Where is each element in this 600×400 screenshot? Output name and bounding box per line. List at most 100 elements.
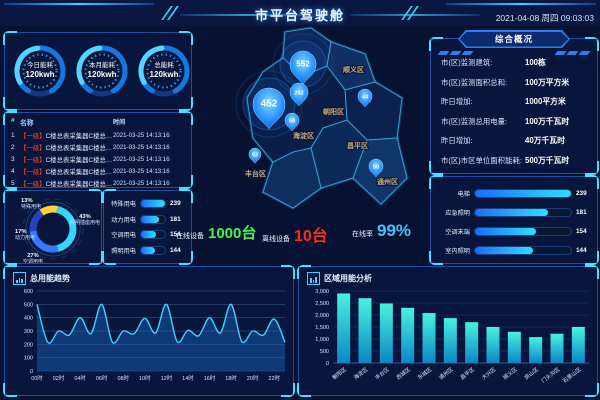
hbar-row: 空调用电 154: [111, 230, 181, 240]
svg-text:27%: 27%: [27, 253, 39, 259]
col-name: 名称: [20, 120, 34, 127]
svg-text:西城区: 西城区: [395, 366, 412, 382]
svg-text:0: 0: [30, 369, 33, 375]
svg-text:昌平区: 昌平区: [459, 366, 476, 382]
svg-text:12时: 12时: [161, 374, 173, 382]
offline-devices-label: 离线设备: [262, 236, 290, 243]
svg-text:大兴区: 大兴区: [480, 365, 498, 382]
svg-text:50: 50: [373, 165, 379, 171]
svg-text:10时: 10时: [139, 374, 151, 382]
map-marker[interactable]: [284, 112, 300, 132]
svg-text:空调用电: 空调用电: [23, 258, 43, 263]
region-bar[interactable]: [550, 333, 564, 363]
region-chart-title-row: 区域用能分析: [299, 267, 597, 285]
overview-decor-ticks: [437, 51, 474, 55]
svg-text:2,000: 2,000: [315, 313, 329, 319]
region-bar[interactable]: [337, 293, 351, 363]
svg-text:200: 200: [24, 342, 33, 348]
alarm-table-header: # 名称 时间: [5, 113, 191, 129]
gauge-1: 本月能耗 120kwh: [75, 44, 129, 98]
overview-row: 市(区)市区单位面积能耗: 500万千瓦时: [441, 155, 570, 165]
alarm-row[interactable]: 1 【一级】C楼总表采集器C楼总表... 2021-03-25 14:13:16: [11, 131, 170, 140]
region-bar[interactable]: [422, 313, 436, 363]
trend-chart-title-row: 总用能趋势: [5, 267, 293, 285]
gauge-value: 120kwh: [25, 70, 55, 80]
svg-text:02时: 02时: [53, 374, 65, 382]
header-decor-line: [350, 14, 480, 16]
map-marker[interactable]: [248, 147, 262, 164]
region-bar[interactable]: [379, 303, 393, 363]
gauge-value: 120kwh: [87, 70, 117, 80]
map-marker[interactable]: [289, 50, 317, 85]
overview-title: 综合概况: [459, 31, 569, 47]
svg-text:452: 452: [261, 99, 278, 110]
header-decor-line: [4, 3, 154, 5]
pie-label: 17%动力用电: [15, 229, 35, 241]
svg-text:300: 300: [24, 329, 33, 335]
svg-text:0: 0: [326, 361, 329, 367]
overview-rows: 市(区)监测建筑: 100栋 市(区)监测面积总和: 100万平方米 昨日增加: 1000…: [431, 39, 597, 170]
svg-text:08时: 08时: [117, 374, 129, 382]
offline-devices-stat: 离线设备 10台: [262, 222, 328, 246]
overview-panel: 综合概况 市(区)监测建筑: 100栋 市(区)监测面积总和: 100万平方米 昨日增加…: [429, 30, 599, 175]
region-bar[interactable]: [486, 327, 500, 363]
online-rate-stat: 在线率 99%: [352, 221, 411, 241]
svg-text:00时: 00时: [31, 374, 43, 382]
svg-text:通州区: 通州区: [437, 365, 455, 382]
svg-text:动力用电: 动力用电: [15, 234, 35, 241]
map-marker[interactable]: [289, 82, 309, 107]
svg-text:22时: 22时: [268, 374, 280, 382]
alarm-rows: 1 【一级】C楼总表采集器C楼总表... 2021-03-25 14:13:16 2 【…: [5, 129, 191, 190]
svg-text:石景山区: 石景山区: [561, 365, 583, 385]
map-marker[interactable]: [368, 158, 384, 178]
hbar-row: 电梯 239: [457, 189, 587, 198]
svg-text:16时: 16时: [204, 374, 216, 382]
header-bar: 市平台驾驶舱 2021-04-08 周四 09:03:03: [0, 0, 600, 26]
right-bar-list: 电梯 239 应急照明 181 空调末端 154 室内照明 144: [431, 177, 597, 260]
online-devices-value: 1000台: [208, 225, 257, 242]
svg-text:500: 500: [24, 302, 33, 308]
svg-text:44: 44: [362, 95, 369, 101]
map-marker[interactable]: [357, 88, 373, 108]
alarm-row[interactable]: 5 【一级】C楼总表采集器C楼总表... 2021-03-25 14:13:16: [11, 180, 170, 189]
svg-text:53: 53: [252, 153, 258, 159]
map-district-label: 昌平区: [347, 141, 368, 150]
svg-text:04时: 04时: [74, 374, 86, 382]
region-chart-title: 区域用能分析: [324, 274, 372, 283]
gauge-0: 今日能耗 120kwh: [13, 44, 67, 98]
region-bar[interactable]: [465, 322, 479, 363]
region-bar[interactable]: [529, 337, 543, 363]
col-time: 时间: [113, 119, 126, 126]
region-bar[interactable]: [401, 307, 415, 363]
svg-text:552: 552: [296, 60, 310, 69]
map-district-label: 通州区: [377, 177, 398, 186]
region-bar[interactable]: [358, 298, 372, 363]
svg-text:18时: 18时: [225, 374, 237, 382]
region-bar[interactable]: [571, 327, 585, 363]
region-bar[interactable]: [507, 331, 521, 363]
alarm-level-tag: 【一级】: [20, 144, 46, 152]
energy-pie-chart: 13%特殊用电 43%照明插座用电 27%空调用电 17%动力用电: [15, 198, 100, 265]
region-bar[interactable]: [443, 318, 457, 363]
alarm-level-tag: 【一级】: [20, 181, 46, 189]
alarm-row[interactable]: 3 【一级】C楼总表采集器C楼总表... 2021-03-25 14:13:16: [11, 155, 170, 164]
svg-text:海淀区: 海淀区: [352, 365, 370, 382]
region-energy-panel: 区域用能分析 0 500 1,000 1,500 2,000 2,500 3,000 朝阳区海…: [297, 265, 599, 397]
hbar-row: 特殊用电 239: [111, 199, 181, 209]
alarm-level-tag: 【一级】: [20, 169, 46, 177]
alarm-row[interactable]: 4 【一级】C楼总表采集器C楼总表... 2021-03-25 14:13:16: [11, 168, 170, 177]
map-marker[interactable]: [252, 87, 286, 130]
gauge-label: 今日能耗: [27, 61, 53, 69]
svg-text:500: 500: [320, 349, 329, 355]
map-region[interactable]: [246, 57, 348, 163]
svg-text:东城区: 东城区: [416, 365, 434, 382]
header-datetime: 2021-04-08 周四 09:03:03: [495, 13, 594, 23]
online-devices-label: 在线设备: [176, 233, 204, 240]
svg-text:100: 100: [24, 356, 33, 362]
map-district-label: 朝阳区: [323, 107, 344, 116]
svg-text:43%: 43%: [79, 214, 91, 220]
overview-row: 昨日增加: 40万千瓦时: [441, 136, 565, 146]
overview-row: 市(区)监测面积总和: 100万平方米: [441, 77, 570, 87]
alarm-row[interactable]: 2 【一级】C楼总表采集器C楼总表... 2021-03-25 14:13:16: [11, 143, 170, 152]
